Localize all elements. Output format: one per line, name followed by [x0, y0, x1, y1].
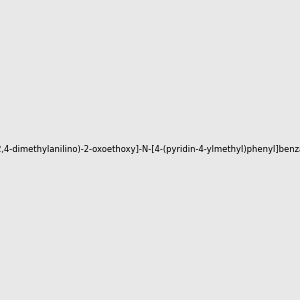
Text: 2-[2-(2,4-dimethylanilino)-2-oxoethoxy]-N-[4-(pyridin-4-ylmethyl)phenyl]benzamid: 2-[2-(2,4-dimethylanilino)-2-oxoethoxy]-… — [0, 146, 300, 154]
